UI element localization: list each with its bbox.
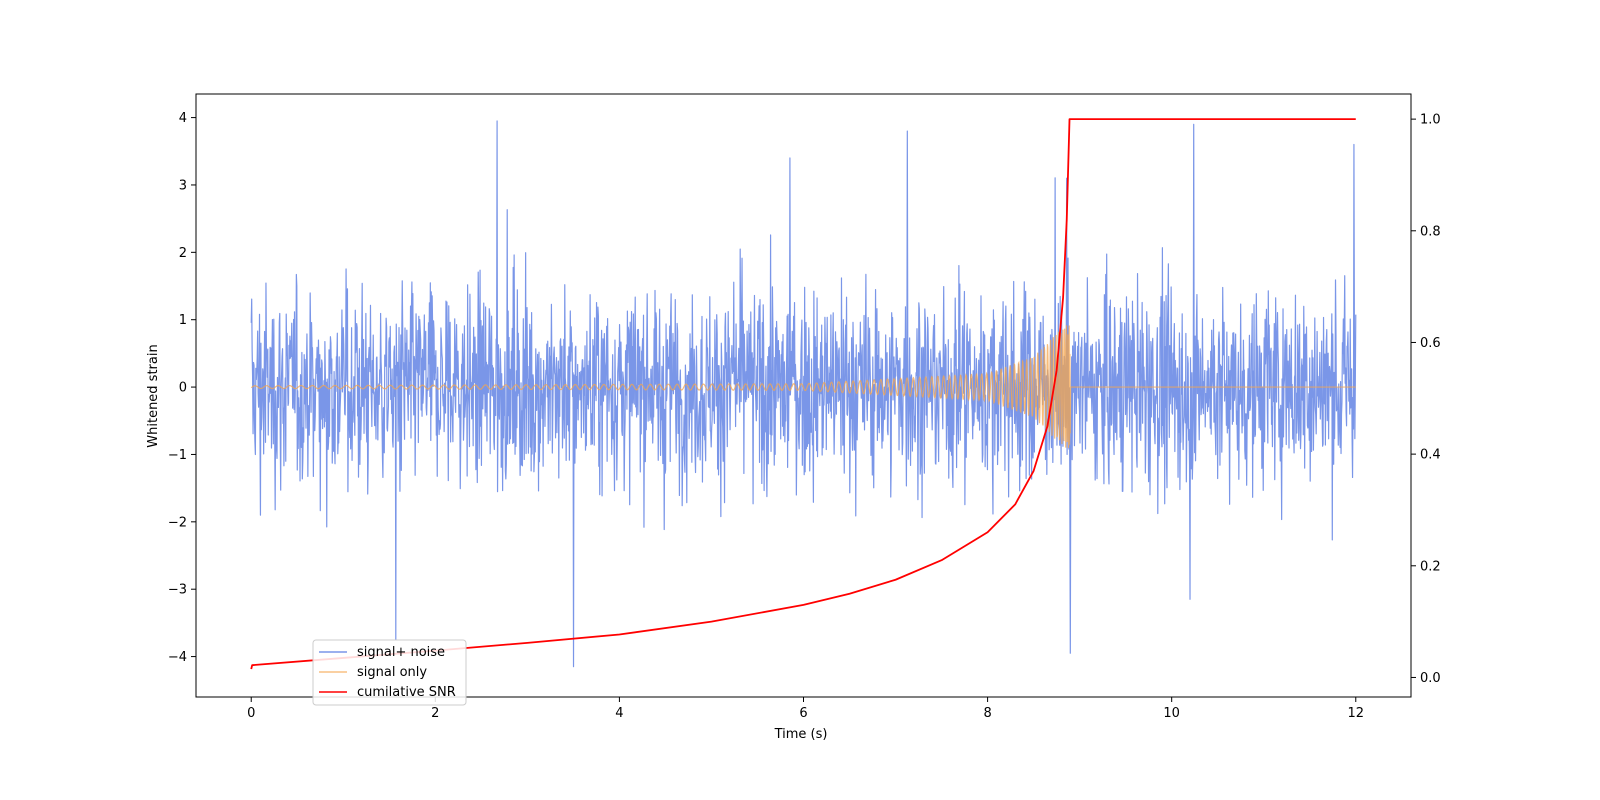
legend: signal+ noise signal only cumilative SNR <box>312 639 467 706</box>
x-tick-label: 2 <box>431 706 439 721</box>
x-axis-label: Time (s) <box>774 727 828 742</box>
y2-tick-label: 0.8 <box>1420 224 1441 239</box>
y2-tick-label: 0.6 <box>1420 336 1441 351</box>
legend-label-cumulative-snr: cumilative SNR <box>357 685 456 700</box>
y-tick-label: 2 <box>179 246 187 261</box>
y-tick-label: 3 <box>179 178 187 193</box>
series-layer <box>250 118 1357 670</box>
legend-label-signal-noise: signal+ noise <box>357 645 445 660</box>
y-tick-label: 0 <box>179 381 187 396</box>
x-tick-label: 0 <box>247 706 255 721</box>
x-tick-label: 6 <box>799 706 807 721</box>
y2-tick-label: 1.0 <box>1420 113 1441 128</box>
y-tick-label: 1 <box>179 313 187 328</box>
x-tick-label: 12 <box>1347 706 1364 721</box>
x-tick-label: 8 <box>983 706 991 721</box>
x-tick-label: 4 <box>615 706 623 721</box>
legend-label-signal-only: signal only <box>357 665 427 680</box>
y-tick-label: −2 <box>168 515 187 530</box>
x-tick-label: 10 <box>1163 706 1180 721</box>
series-signal-noise-line <box>250 120 1357 668</box>
y2-tick-label: 0.2 <box>1420 559 1441 574</box>
y2-tick-label: 0.4 <box>1420 448 1441 463</box>
y-tick-label: 4 <box>179 111 187 126</box>
y2-tick-label: 0.0 <box>1420 671 1441 686</box>
y-axis-label: Whitened strain <box>146 344 161 447</box>
y-tick-label: −4 <box>168 650 187 665</box>
y-tick-label: −1 <box>168 448 187 463</box>
legend-box <box>312 639 467 706</box>
y-tick-label: −3 <box>168 583 187 598</box>
series-signal-only-line <box>250 325 1356 448</box>
